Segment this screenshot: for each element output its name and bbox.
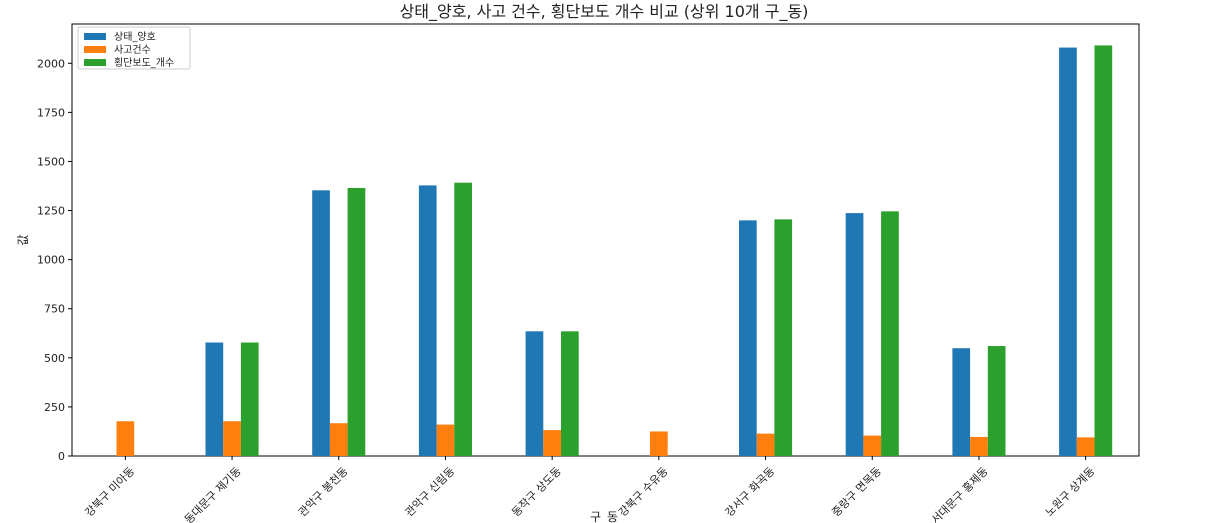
y-tick-label: 1750	[37, 106, 65, 119]
x-tick-label: 노원구 상계동	[1043, 465, 1098, 520]
bar-1	[1059, 47, 1077, 457]
bar-1	[312, 190, 330, 456]
bar-3	[987, 346, 1006, 456]
y-tick-label: 250	[44, 401, 65, 414]
y-tick-label: 1250	[37, 205, 65, 218]
bar-2	[863, 435, 882, 456]
bar-2	[650, 431, 668, 456]
x-tick-label: 동작구 상도동	[509, 465, 564, 520]
x-tick-label: 동대문구 제기동	[182, 465, 244, 523]
bars	[116, 45, 1113, 457]
bar-2	[1076, 437, 1095, 456]
bar-2	[223, 421, 241, 456]
legend-label: 사고건수	[114, 44, 151, 56]
y-tick-label: 1000	[37, 254, 65, 267]
legend-swatch	[84, 59, 106, 66]
bar-1	[845, 213, 864, 456]
legend-label: 횡단보도_개수	[114, 57, 174, 69]
bar-1	[205, 342, 224, 456]
bar-1	[952, 348, 971, 456]
x-tick-label: 강북구 미아동	[83, 465, 138, 520]
chart-title: 상태_양호, 사고 건수, 횡단보도 개수 비교 (상위 10개 구_동)	[400, 2, 809, 22]
x-tick-label: 강서구 화곡동	[723, 465, 778, 520]
y-tick-label: 750	[44, 303, 65, 316]
bar-2	[970, 436, 988, 456]
plot-area	[71, 23, 1140, 457]
bar-2	[756, 433, 775, 456]
y-tick-label: 1500	[37, 155, 65, 168]
bar-2	[329, 423, 348, 456]
x-tick-label: 강북구 수유동	[616, 465, 671, 520]
bar-3	[1094, 45, 1113, 457]
bar-2	[436, 424, 455, 456]
legend-swatch	[84, 33, 106, 40]
legend-swatch	[84, 46, 106, 53]
x-tick-label: 관악구 신림동	[403, 465, 458, 520]
bar-3	[240, 342, 259, 456]
bar-3	[881, 211, 899, 456]
y-tick-label: 2000	[37, 57, 65, 70]
bar-3	[774, 219, 793, 456]
x-tick-label: 중랑구 면목동	[829, 465, 884, 520]
y-tick-label: 0	[58, 450, 65, 463]
bar-1	[525, 331, 544, 456]
x-axis-label: 구_동	[590, 510, 618, 523]
legend-label: 상태_양호	[114, 31, 156, 43]
y-axis-label: 값	[16, 234, 30, 245]
bar-3	[561, 331, 579, 456]
bar-3	[454, 182, 472, 457]
bar-1	[418, 185, 437, 457]
bar-3	[347, 187, 366, 457]
y-axis: 0 250 500 750 1000 1250 1500 1750 2000	[37, 57, 72, 463]
y-tick-label: 500	[44, 352, 65, 365]
bar-2	[116, 421, 135, 456]
x-tick-label: 관악구 봉천동	[295, 464, 350, 519]
x-tick-label: 서대문구 홍제동	[928, 464, 990, 523]
bar-2	[543, 430, 561, 456]
bar-1	[739, 220, 757, 456]
